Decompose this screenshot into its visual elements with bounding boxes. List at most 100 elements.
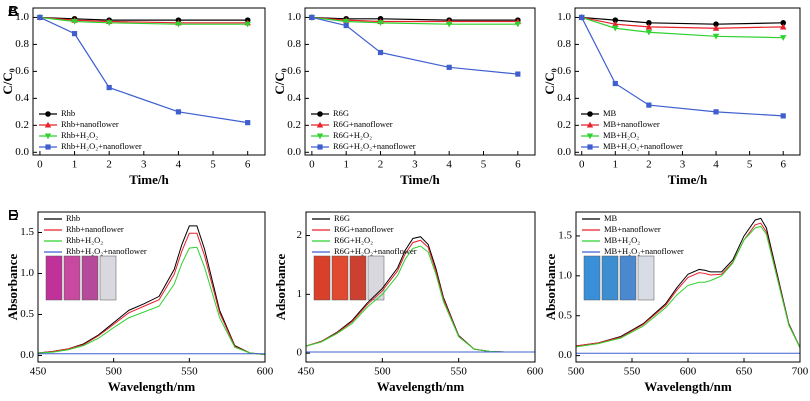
legend-label: R6G <box>333 108 349 118</box>
legend-marker <box>44 121 52 128</box>
legend-marker <box>317 144 323 150</box>
y-axis-label: C/C₀ <box>272 68 287 94</box>
marker <box>645 29 653 36</box>
legend-marker <box>45 144 51 150</box>
series-line <box>305 245 535 353</box>
legend-label: R6G+nanoflower <box>333 119 393 129</box>
x-tick-label: 500 <box>374 366 391 378</box>
x-tick-label: 5 <box>747 159 753 171</box>
marker <box>343 22 349 29</box>
inset-vial <box>81 255 99 301</box>
legend-label: MB <box>604 213 618 223</box>
x-tick-label: 4 <box>713 159 719 171</box>
x-tick-label: 450 <box>298 366 315 378</box>
x-tick-label: 600 <box>257 366 274 378</box>
marker <box>175 21 182 28</box>
panel: B0 1 2 3 4 5 60.00.20.40.60.81.0Time/hC/C₀R6GR… <box>8 3 536 187</box>
x-tick-label: 0 <box>309 159 315 171</box>
marker <box>579 14 585 21</box>
legend-label: Rhb <box>61 108 75 118</box>
legend-label: MB+H₂O₂+nanoflower <box>604 246 684 256</box>
x-tick-label: 450 <box>30 366 47 378</box>
legend-marker <box>316 121 324 128</box>
y-tick-label: 0.2 <box>287 119 301 131</box>
series-line <box>37 246 266 356</box>
y-tick-label: 0.6 <box>15 65 29 77</box>
marker <box>106 84 112 91</box>
legend-label: Rhb+nanoflower <box>61 119 119 129</box>
legend-label: Rhb+H₂O₂+nanoflower <box>61 141 142 151</box>
x-tick-label: 4 <box>176 159 182 171</box>
x-tick-label: 5 <box>210 159 216 171</box>
legend-marker <box>44 133 52 140</box>
marker <box>309 14 315 21</box>
y-tick-label: 0 <box>297 347 303 359</box>
y-tick-label: 0.4 <box>15 92 29 104</box>
legend: RhbRhb+nanoflowerRhb+H₂O₂Rhb+H₂O₂+nanofl… <box>39 108 142 151</box>
marker <box>646 102 652 108</box>
legend-label: Rhb+H₂O₂ <box>66 235 103 245</box>
y-tick-label: 0.0 <box>558 349 572 361</box>
legend-label: MB+H₂O₂+nanoflower <box>603 141 683 151</box>
legend-label: Rhb+H₂O₂+nanoflower <box>66 246 147 256</box>
series-line <box>39 16 248 124</box>
x-tick-label: 6 <box>780 159 786 171</box>
plot-frame <box>37 211 266 363</box>
series-line <box>575 225 801 348</box>
legend-label: R6G+H₂O₂+nanoflower <box>333 141 416 151</box>
legend-label: MB+nanoflower <box>604 224 661 234</box>
x-tick-label: 1 <box>72 159 78 171</box>
legend-marker <box>586 133 594 140</box>
series-line <box>581 17 784 117</box>
marker <box>612 80 618 87</box>
y-tick-label: 0.2 <box>557 119 571 131</box>
inset-vial <box>99 255 117 301</box>
panel: D 450 500 550 600 0.0 0.5 1.0 1.5 Wavelength/nm Ab… <box>5 207 274 394</box>
inset-vial <box>583 255 601 301</box>
inset-vial <box>367 255 385 301</box>
legend: R6GR6G+nanoflowerR6G+H₂O₂R6G+H₂O₂+nanofl… <box>311 108 416 151</box>
x-tick-label: 0 <box>37 159 43 171</box>
y-tick-label: 0.8 <box>15 38 29 50</box>
marker <box>712 25 720 31</box>
legend-label: MB <box>603 108 617 118</box>
y-tick-label: 1 <box>297 288 303 300</box>
y-tick-label: 1.0 <box>558 269 572 281</box>
inset-vial <box>63 255 81 301</box>
plot-frame <box>304 7 536 156</box>
y-tick-label: 0.4 <box>287 92 301 104</box>
x-tick-label: 1 <box>343 159 349 171</box>
panel-label: D <box>8 207 19 224</box>
marker <box>244 21 251 28</box>
panel: E 450 500 550 600 0 1 2 Wavelength/nm Adsorbance R… <box>8 207 544 394</box>
legend-marker <box>586 121 594 128</box>
panel-label: C <box>8 3 19 20</box>
x-tick-label: 2 <box>378 159 384 171</box>
panel-label: E <box>8 207 18 224</box>
x-tick-label: 550 <box>450 366 467 378</box>
marker <box>515 71 521 77</box>
x-tick-label: 3 <box>141 159 147 171</box>
legend-label: R6G+H₂O₂+nanoflower <box>334 246 417 256</box>
legend-label: Rhb <box>66 213 80 223</box>
x-tick-label: 600 <box>680 366 697 378</box>
y-axis-label: Adsorbance <box>273 254 288 321</box>
x-tick-label: 3 <box>412 159 418 171</box>
x-tick-label: 6 <box>515 159 521 171</box>
marker <box>645 23 653 30</box>
x-tick-label: 550 <box>624 366 641 378</box>
panel-label: F <box>8 207 17 224</box>
x-tick-label: 2 <box>646 159 652 171</box>
y-tick-label: 0.8 <box>557 38 571 50</box>
x-tick-label: 500 <box>568 366 585 378</box>
inset-vial <box>601 255 619 301</box>
y-tick-label: 1.0 <box>20 267 34 279</box>
inset-vial <box>45 255 63 301</box>
x-tick-label: 550 <box>181 366 198 378</box>
inset-vial <box>619 255 637 301</box>
x-tick-label: 0 <box>579 159 585 171</box>
y-tick-label: 1.0 <box>557 11 571 23</box>
y-tick-label: 1.0 <box>15 11 29 23</box>
